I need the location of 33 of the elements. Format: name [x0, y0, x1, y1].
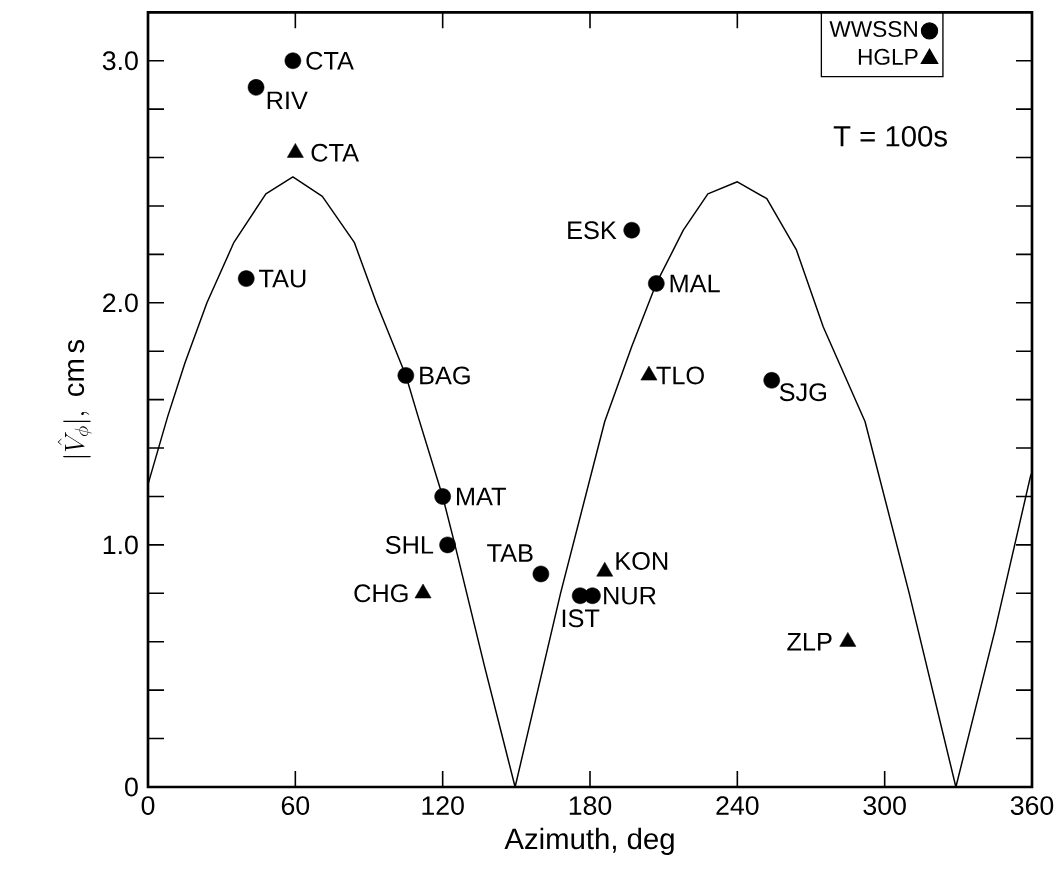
y-tick-label: 3.0 — [102, 51, 138, 71]
annotation: TLO — [656, 366, 704, 385]
x-axis-title: Azimuth, deg — [504, 827, 674, 856]
annotation: TAB — [487, 544, 533, 562]
annotation: KON — [616, 552, 668, 570]
x-tick-label: 360 — [1010, 796, 1054, 816]
y-tick-label: 0 — [125, 777, 138, 797]
annotation: CTA — [306, 51, 354, 70]
annotation: BAG — [420, 366, 470, 385]
annotation: ZLP — [787, 633, 832, 651]
annotation: CHG — [354, 584, 408, 603]
legend-label: WWSSN — [829, 20, 917, 38]
annotation: TAU — [259, 269, 306, 288]
annotation: CTA — [311, 143, 359, 162]
legend-label: HGLP — [858, 48, 918, 65]
x-tick-label: 120 — [422, 796, 464, 816]
annotation: IST — [562, 609, 600, 628]
x-tick-label: 180 — [569, 796, 612, 816]
annotation: SHL — [385, 535, 434, 554]
y-tick-label: 1.0 — [103, 535, 138, 555]
x-tick-label: 300 — [863, 796, 906, 816]
annotation: NUR — [604, 586, 656, 605]
y-axis-title: $|\hat{V}_{\phi}|,\ \mathrm{cm\,s}$ — [57, 339, 92, 458]
y-tick-label: 2.0 — [103, 293, 138, 313]
annotation: RIV — [267, 91, 308, 110]
annotation: ESK — [568, 221, 617, 240]
annotation: T = 100s — [833, 125, 947, 147]
annotation: MAL — [670, 274, 720, 293]
x-tick-label: 240 — [716, 796, 759, 816]
x-tick-label: 60 — [281, 796, 310, 816]
annotation: MAT — [457, 487, 506, 506]
x-tick-label: 0 — [141, 796, 155, 816]
annotation: SJG — [779, 383, 827, 402]
